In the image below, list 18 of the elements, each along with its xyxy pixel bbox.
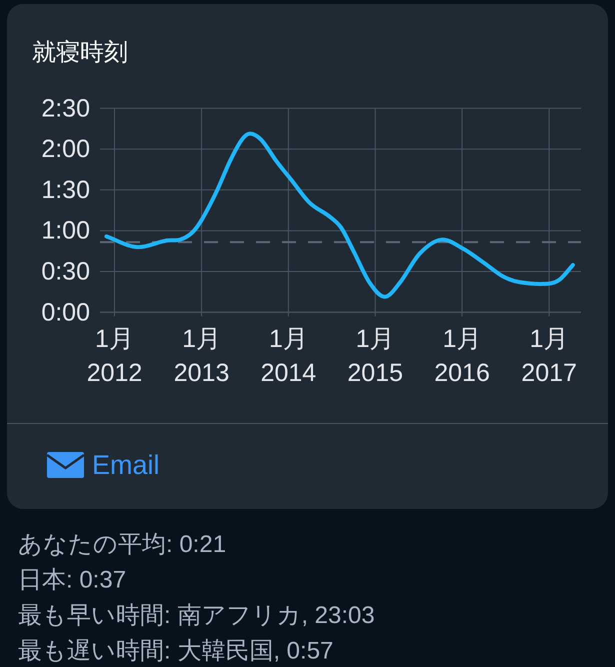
x-tick-label: 1月 2016: [434, 325, 490, 387]
y-tick-label: 2:30: [41, 94, 90, 122]
y-tick-label: 1:00: [41, 216, 90, 245]
title: 就寝時刻: [32, 39, 128, 66]
x-tick-label: 1月 2017: [521, 325, 577, 387]
y-tick-label: 0:30: [41, 258, 90, 286]
x-tick-label: 1月 2013: [174, 325, 230, 387]
note: あなたの平均: 0:21: [18, 531, 226, 558]
note: 最も遅い時間: 大韓民国, 0:57: [18, 638, 334, 664]
y-tick-label: 2:00: [41, 135, 90, 164]
y-tick-label: 0:00: [41, 298, 90, 326]
share-email: Email: [92, 450, 160, 480]
note: 日本: 0:37: [18, 566, 126, 594]
x-tick-label: 1月 2012: [86, 325, 142, 387]
x-tick-label: 1月 2015: [347, 325, 404, 387]
note: 最も早い時間: 南アフリカ, 23:03: [18, 602, 375, 629]
y-tick-label: 1:30: [41, 176, 90, 204]
x-tick-label: 1月 2014: [260, 325, 316, 387]
